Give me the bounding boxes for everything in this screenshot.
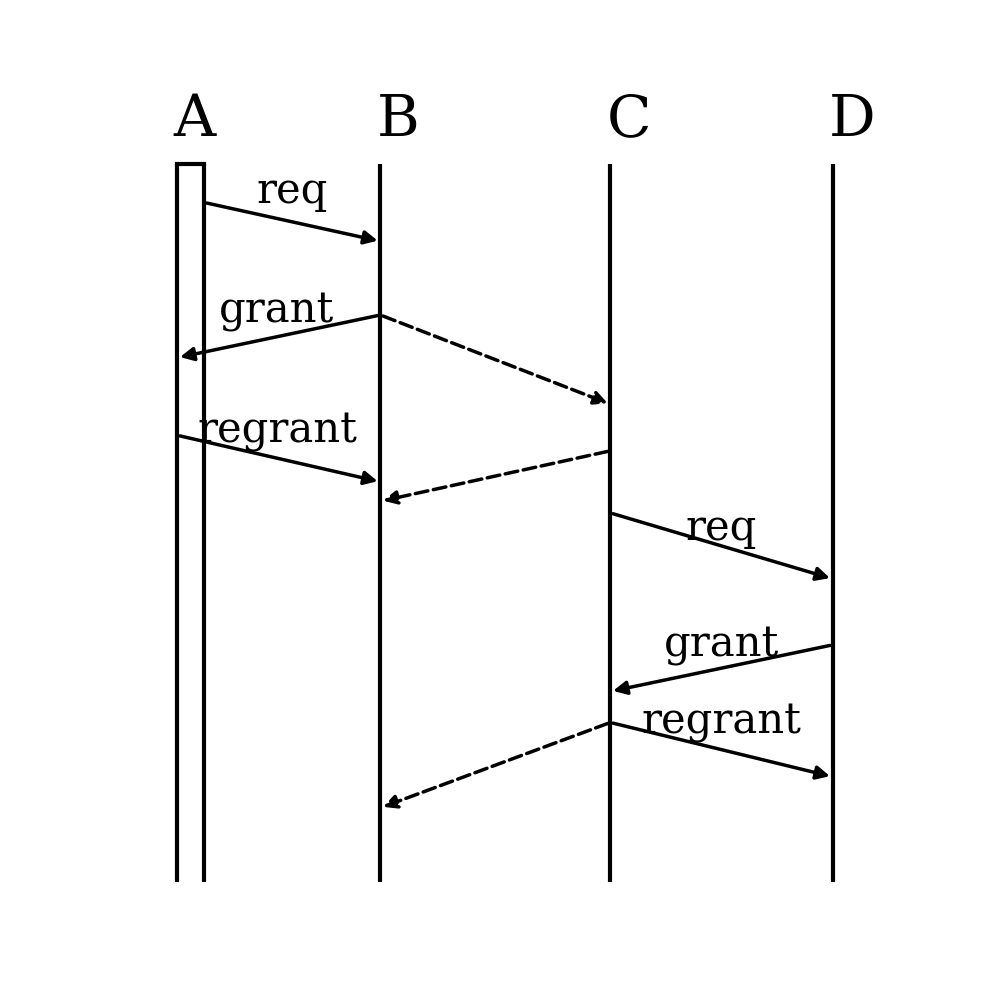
Text: regrant: regrant [197,410,357,453]
Text: req: req [685,507,758,549]
Text: C: C [606,92,651,148]
Text: D: D [829,92,875,148]
Text: B: B [377,92,419,148]
Text: req: req [256,169,328,212]
Text: grant: grant [664,624,779,666]
Text: A: A [173,92,216,148]
Text: regrant: regrant [642,702,801,744]
Text: grant: grant [220,290,334,332]
